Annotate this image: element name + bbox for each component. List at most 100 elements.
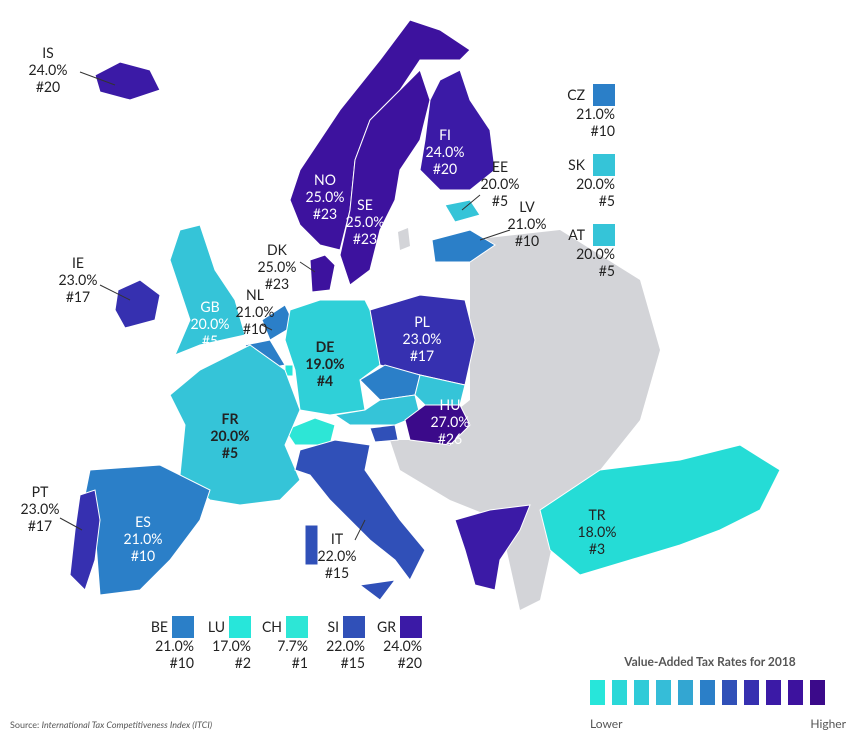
scale-boxes — [590, 680, 825, 705]
country-code: NO — [314, 171, 336, 188]
country-it — [294, 439, 426, 581]
leader-line — [261, 324, 273, 331]
leader-lines — [59, 71, 511, 541]
country-code: DE — [316, 338, 335, 355]
scale-box — [788, 680, 803, 705]
scale-box — [744, 680, 759, 705]
country-rate: 19.0% — [305, 355, 344, 372]
country-rank: #3 — [589, 540, 605, 557]
country-si — [369, 424, 399, 443]
country-rate: 21.0% — [508, 215, 547, 232]
legend-box — [593, 154, 615, 176]
legend-rate: 21.0% — [576, 105, 615, 122]
leader-line — [299, 261, 316, 273]
scale-box — [634, 680, 649, 705]
country-code: SE — [357, 196, 373, 213]
country-rate: 22.0% — [318, 547, 357, 564]
country-at — [333, 394, 421, 426]
country-rank: #17 — [28, 517, 52, 534]
legend-rate: 20.0% — [576, 245, 615, 262]
scale-box — [700, 680, 715, 705]
legend-rank: #10 — [591, 122, 615, 139]
leader-line — [79, 71, 116, 86]
country-rank: #26 — [438, 430, 462, 447]
country-code: HU — [440, 396, 461, 413]
non-oecd-land — [398, 228, 410, 250]
country-rank: #15 — [325, 564, 349, 581]
country-tr — [539, 444, 781, 576]
legend-box — [593, 84, 615, 106]
leader-line — [59, 517, 83, 531]
country-code: FI — [439, 126, 451, 143]
country-rate: 21.0% — [236, 303, 275, 320]
country-rank: #10 — [131, 547, 155, 564]
legend-rank: #20 — [398, 654, 422, 671]
country-dk — [309, 254, 336, 293]
country-code: NL — [246, 286, 264, 303]
legend-rank: #5 — [599, 262, 615, 279]
source-label: Source: — [10, 719, 39, 730]
country-gb — [169, 224, 246, 356]
scale-box — [678, 680, 693, 705]
country-code: TR — [588, 506, 605, 523]
scale-box — [766, 680, 781, 705]
legend-box — [172, 616, 194, 638]
country-code: EE — [492, 158, 508, 175]
country-rank: #5 — [492, 192, 508, 209]
country-sk — [414, 374, 466, 406]
country-rate: 20.0% — [191, 315, 230, 332]
country-rate: 20.0% — [481, 175, 520, 192]
legend-rate: 24.0% — [383, 637, 422, 654]
country-code: IT — [331, 530, 344, 547]
country-rank: #20 — [36, 78, 60, 95]
map-shapes — [69, 19, 781, 610]
legend-code: GR — [377, 618, 396, 635]
leader-line — [479, 229, 511, 241]
leader-line — [461, 194, 481, 211]
country-rank: #23 — [353, 230, 377, 247]
country-rank: #10 — [243, 320, 267, 337]
country-code: IE — [72, 254, 84, 271]
country-rank: #23 — [313, 205, 337, 222]
country-rank: #5 — [222, 444, 238, 461]
source-text: International Tax Competitiveness Index … — [42, 719, 212, 730]
legend-code: AT — [568, 226, 585, 243]
scale-box — [656, 680, 671, 705]
legend-rate: 7.7% — [277, 637, 308, 654]
country-rate: 25.0% — [306, 188, 345, 205]
country-ee — [444, 199, 481, 223]
non-oecd-land — [390, 230, 660, 610]
legend-rank: #1 — [292, 654, 308, 671]
country-it-sardinia — [304, 524, 319, 566]
country-code: LV — [519, 198, 535, 215]
country-rank: #17 — [66, 288, 90, 305]
country-code: DK — [267, 241, 288, 258]
source: Source: International Tax Competitivenes… — [10, 719, 212, 730]
legend-rank: #2 — [235, 654, 251, 671]
country-code: ES — [135, 513, 151, 530]
country-pt — [69, 489, 101, 591]
legend-rank: #10 — [170, 654, 194, 671]
legend-rate: 22.0% — [326, 637, 365, 654]
legend-code: CZ — [567, 86, 585, 103]
country-se — [339, 69, 431, 286]
legend-code: SK — [568, 156, 586, 173]
country-no — [289, 19, 471, 251]
legend-rank: #5 — [599, 192, 615, 209]
legend-box — [286, 616, 308, 638]
country-rank: #5 — [202, 332, 218, 349]
scale-low: Lower — [590, 716, 623, 731]
scale-high: Higher — [810, 716, 846, 731]
country-rate: 25.0% — [258, 258, 297, 275]
country-rank: #20 — [433, 160, 457, 177]
country-code: IS — [42, 44, 54, 61]
country-rate: 20.0% — [210, 427, 249, 444]
country-is — [94, 61, 161, 101]
scale-box — [590, 680, 605, 705]
legend-rate: 17.0% — [212, 637, 251, 654]
leader-line — [354, 519, 366, 541]
country-gr — [454, 504, 531, 591]
country-code: PL — [414, 313, 430, 330]
legend-rate: 20.0% — [576, 175, 615, 192]
